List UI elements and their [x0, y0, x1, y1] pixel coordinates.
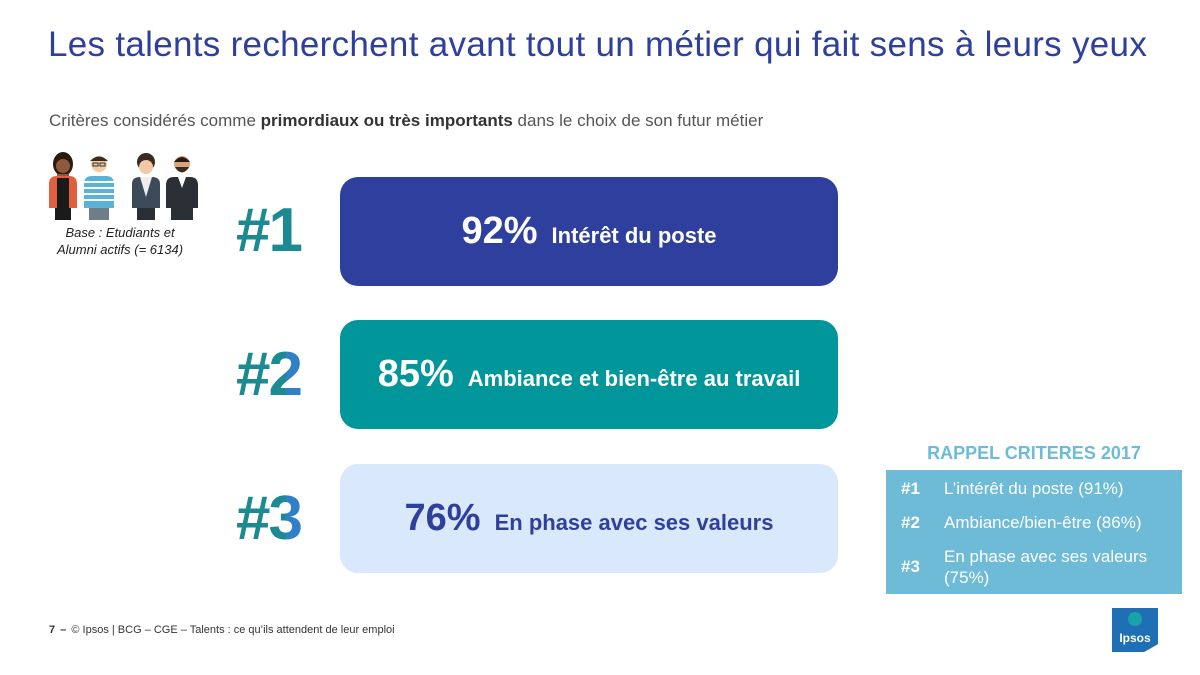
- rank-number: #2: [236, 344, 336, 406]
- rappel-rank: #3: [901, 557, 920, 576]
- rappel-text: En phase avec ses valeurs (75%): [944, 547, 1148, 587]
- criterion-label: Ambiance et bien-être au travail: [467, 365, 801, 391]
- logo-dot-icon: [1128, 612, 1142, 626]
- criterion-percent: 76%: [404, 497, 481, 539]
- base-note-line: Base : Etudiants et: [65, 225, 175, 240]
- rank-number: #3: [236, 488, 336, 550]
- criterion-card: 76% En phase avec ses valeurs: [340, 464, 838, 573]
- footer: 7 – © Ipsos | BCG – CGE – Talents : ce q…: [49, 624, 395, 636]
- criterion-label: En phase avec ses valeurs: [494, 509, 774, 535]
- page-title: Les talents recherchent avant tout un mé…: [48, 25, 1148, 64]
- woman-figure-icon: [49, 152, 77, 220]
- page-number: 7: [49, 624, 56, 636]
- rappel-text: Ambiance/bien-être (86%): [944, 513, 1142, 532]
- man-beard-figure-icon: [166, 156, 198, 220]
- criterion-card: 92% Intérêt du poste: [340, 177, 838, 286]
- rappel-row: #1 L’intérêt du poste (91%): [886, 478, 1182, 499]
- rappel-text: L’intérêt du poste (91%): [944, 479, 1124, 498]
- man-glasses-figure-icon: [84, 156, 114, 220]
- rappel-title: RAPPEL CRITERES 2017: [927, 443, 1141, 463]
- rappel-rank: #2: [901, 512, 920, 532]
- criterion-percent: 85%: [377, 353, 454, 395]
- criterion-percent: 92%: [461, 210, 538, 252]
- footer-text: © Ipsos | BCG – CGE – Talents : ce qu’il…: [71, 624, 395, 636]
- subtitle-part: dans le choix de son futur métier: [512, 111, 764, 130]
- subtitle-bold: primordiaux ou très importants: [260, 111, 513, 130]
- criterion-label: Intérêt du poste: [551, 222, 717, 248]
- people-illustration-icon: [49, 152, 198, 220]
- subtitle-part: Critères considérés comme: [49, 111, 261, 130]
- base-note: Base : Etudiants et Alumni actifs (= 613…: [40, 224, 200, 258]
- logo-text: Ipsos: [1119, 631, 1151, 645]
- page-subtitle: Critères considérés comme primordiaux ou…: [49, 111, 763, 131]
- woman-glasses-figure-icon: [132, 153, 160, 220]
- rappel-rank: #1: [901, 478, 920, 498]
- footer-separator: –: [60, 624, 67, 636]
- rappel-row: #2 Ambiance/bien-être (86%): [886, 512, 1182, 533]
- rappel-row: #3 En phase avec ses valeurs (75%): [886, 546, 1182, 588]
- criterion-card: 85% Ambiance et bien-être au travail: [340, 320, 838, 429]
- rank-number: #1: [236, 196, 303, 265]
- rappel-box: #1 L’intérêt du poste (91%) #2 Ambiance/…: [886, 470, 1182, 594]
- base-note-line: Alumni actifs (= 6134): [56, 242, 184, 257]
